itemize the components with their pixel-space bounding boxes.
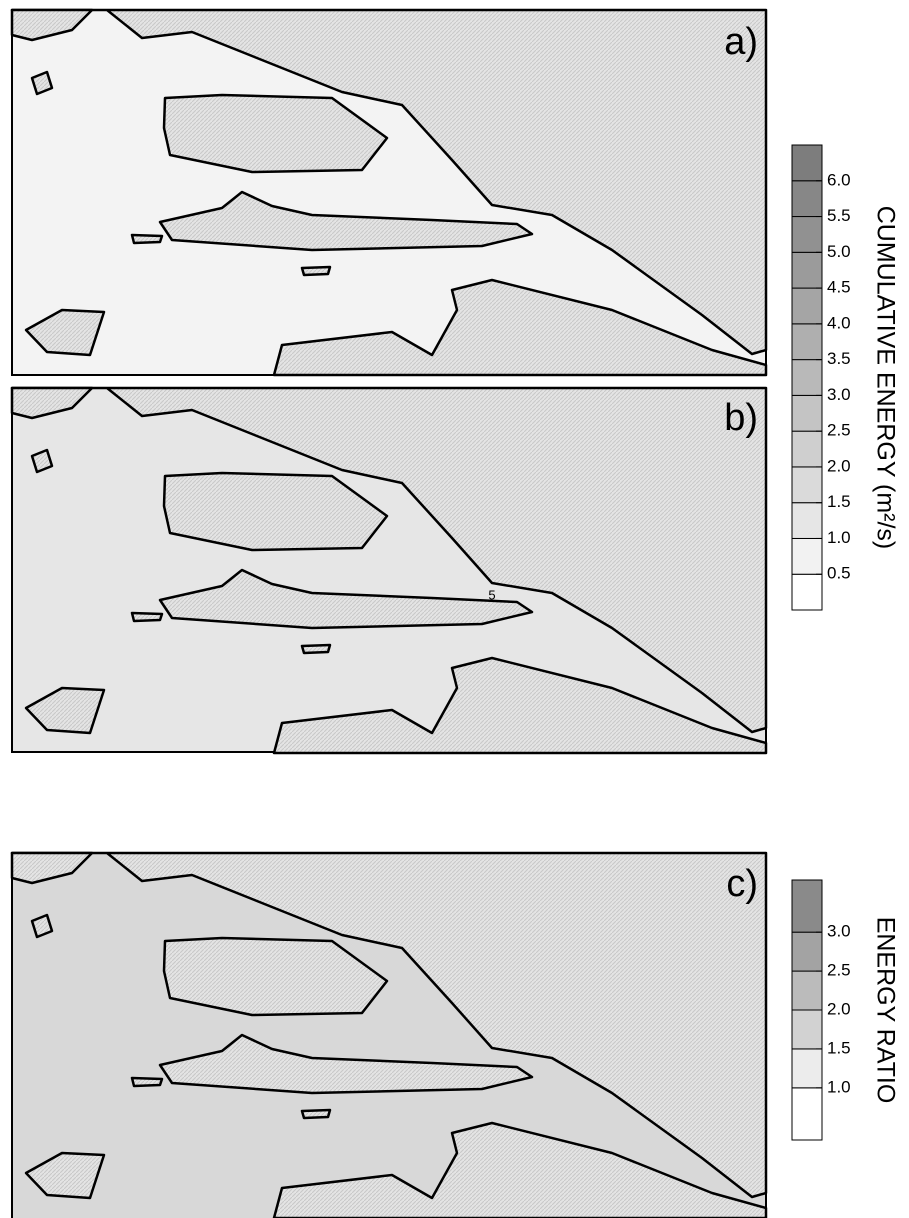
- colorbar-band: [791, 180, 823, 218]
- colorbar-tick-label: 3.0: [827, 385, 851, 404]
- colorbar-tick-label: 2.5: [827, 961, 851, 980]
- panel-label: b): [724, 397, 758, 439]
- colorbar-title: CUMULATIVE ENERGY (m²/s): [871, 206, 899, 550]
- colorbar-tick-label: 5.5: [827, 206, 851, 225]
- colorbar-band: [791, 1048, 823, 1089]
- colorbar-band: [791, 573, 823, 611]
- colorbar-band: [791, 502, 823, 539]
- colorbar-band: [791, 931, 823, 972]
- colorbar-tick-label: 4.0: [827, 313, 851, 332]
- colorbar-band: [791, 970, 823, 1011]
- colorbar-band: [791, 323, 823, 361]
- colorbar-tick-label: 2.0: [827, 999, 851, 1018]
- colorbar-tick-label: 1.0: [827, 528, 851, 547]
- colorbar-band: [791, 216, 823, 253]
- colorbar-tick-label: 3.5: [827, 349, 851, 368]
- colorbar-band: [791, 144, 823, 182]
- contour-label: 5: [488, 587, 495, 602]
- colorbar-tick-label: 1.5: [827, 1038, 851, 1057]
- colorbar-band: [791, 287, 823, 325]
- colorbar-tick-label: 1.5: [827, 492, 851, 511]
- colorbar-tick-label: 0.5: [827, 564, 851, 583]
- colorbar-tick-label: 1.0: [827, 1077, 851, 1096]
- colorbar-band: [791, 359, 823, 396]
- colorbar-band: [791, 466, 823, 504]
- colorbar-band: [791, 251, 823, 289]
- colorbar-band: [791, 1087, 823, 1141]
- colorbar-tick-label: 3.0: [827, 922, 851, 941]
- panel-label: c): [726, 863, 758, 905]
- colorbar-tick-label: 2.0: [827, 456, 851, 475]
- panel-c: [10, 851, 768, 1218]
- colorbar-tick-label: 6.0: [827, 170, 851, 189]
- colorbar-band: [791, 1009, 823, 1050]
- colorbar-band: [791, 879, 823, 933]
- colorbar-title: ENERGY RATIO: [871, 917, 899, 1104]
- colorbar-band: [791, 537, 823, 575]
- panel-label: a): [724, 21, 758, 63]
- colorbar-tick-label: 4.5: [827, 278, 851, 297]
- panel-b: [10, 386, 768, 755]
- colorbar-band: [791, 430, 823, 468]
- colorbar-tick-label: 2.5: [827, 421, 851, 440]
- colorbar-tick-label: 5.0: [827, 242, 851, 261]
- colorbar-band: [791, 394, 823, 432]
- panel-a: [10, 8, 768, 377]
